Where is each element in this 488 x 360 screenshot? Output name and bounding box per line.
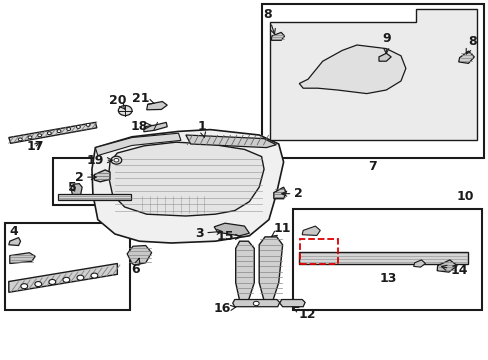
Polygon shape [9,238,20,246]
Polygon shape [458,51,473,63]
Bar [293,209,481,310]
Polygon shape [259,237,282,301]
Polygon shape [58,194,131,200]
Circle shape [76,126,80,129]
Polygon shape [302,226,320,235]
Text: 4: 4 [9,225,18,238]
Polygon shape [214,223,249,236]
Text: 8: 8 [263,8,275,34]
Polygon shape [127,246,151,265]
Polygon shape [9,122,97,143]
Circle shape [47,132,51,135]
Circle shape [63,277,70,282]
Text: 6: 6 [131,258,140,276]
Circle shape [86,123,90,126]
Polygon shape [143,122,167,132]
Text: 1: 1 [197,120,205,137]
Circle shape [35,282,41,287]
Polygon shape [299,252,468,264]
Text: 9: 9 [381,32,390,54]
Polygon shape [10,253,35,264]
Polygon shape [9,264,117,292]
Circle shape [111,156,122,164]
Text: 11: 11 [270,222,291,237]
Polygon shape [71,184,82,194]
Circle shape [21,284,28,289]
Text: 2: 2 [75,171,96,184]
Circle shape [19,138,22,141]
Polygon shape [232,300,279,307]
Polygon shape [378,53,390,61]
Bar [261,4,483,158]
Text: 20: 20 [108,94,126,109]
Circle shape [66,127,70,130]
Polygon shape [95,133,181,156]
Text: 12: 12 [293,307,315,321]
Polygon shape [413,260,425,267]
Polygon shape [299,45,405,94]
Circle shape [118,105,132,116]
Circle shape [57,130,61,132]
Polygon shape [273,187,285,199]
Text: 15: 15 [216,230,240,243]
Text: 19: 19 [86,154,112,167]
Circle shape [49,279,56,284]
Circle shape [91,273,98,278]
Bar [5,223,129,310]
Text: 13: 13 [378,273,396,285]
Text: 18: 18 [130,120,152,132]
Circle shape [114,158,119,162]
Polygon shape [185,135,276,148]
Text: 10: 10 [456,190,473,203]
Text: 3: 3 [195,227,222,240]
Polygon shape [269,9,476,140]
Circle shape [38,134,41,137]
Bar [299,239,337,264]
Text: 17: 17 [26,140,44,153]
Polygon shape [108,142,264,216]
Text: 21: 21 [132,93,154,105]
Circle shape [253,301,259,306]
Polygon shape [94,170,110,182]
Polygon shape [436,260,456,272]
Bar [53,158,139,205]
Text: 7: 7 [367,160,376,173]
Text: 14: 14 [441,264,468,277]
Text: 2: 2 [281,187,302,200]
Text: 16: 16 [213,302,235,315]
Polygon shape [235,241,254,301]
Polygon shape [146,102,167,110]
Text: 5: 5 [68,181,77,194]
Text: 8: 8 [465,35,476,54]
Polygon shape [92,130,283,243]
Polygon shape [279,300,305,307]
Polygon shape [271,32,284,40]
Circle shape [77,275,83,280]
Circle shape [28,136,32,139]
